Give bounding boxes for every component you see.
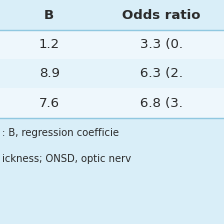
Text: B: B (44, 9, 54, 22)
Text: 3.3 (0.: 3.3 (0. (140, 38, 183, 51)
Bar (0, 88, 224, 118)
Text: 8.9: 8.9 (39, 67, 60, 80)
Text: 6.8 (3.: 6.8 (3. (140, 97, 183, 110)
Text: ickness; ONSD, optic nerv: ickness; ONSD, optic nerv (2, 154, 131, 164)
Text: 7.6: 7.6 (39, 97, 60, 110)
Text: Odds ratio: Odds ratio (122, 9, 200, 22)
Bar (0, 0, 224, 30)
Text: 1.2: 1.2 (39, 38, 60, 51)
Bar (0, 30, 224, 59)
Bar (0, 59, 224, 88)
Text: 6.3 (2.: 6.3 (2. (140, 67, 183, 80)
Text: : B, regression coefficie: : B, regression coefficie (2, 128, 119, 138)
Bar (0, 118, 224, 224)
